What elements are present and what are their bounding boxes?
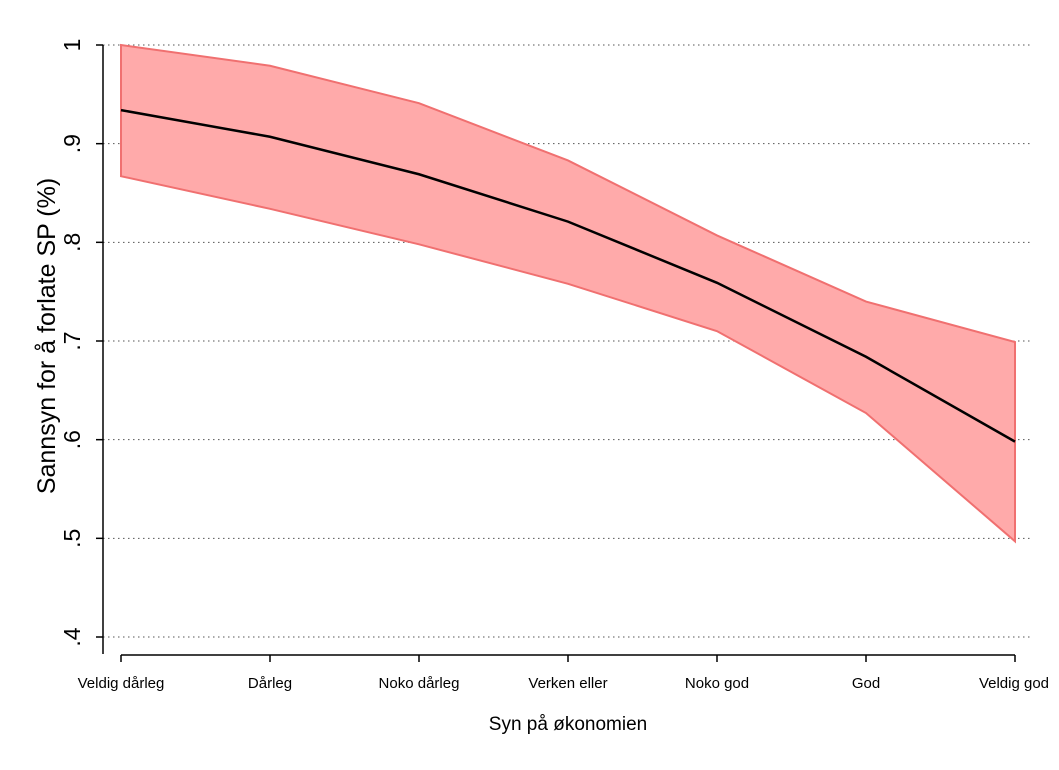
y-tick-label: .6 — [59, 430, 85, 449]
confidence-band — [120, 43, 1016, 544]
y-tick-label: .7 — [59, 331, 85, 350]
y-tick-label: .9 — [59, 134, 85, 153]
y-tick-label: 1 — [59, 39, 85, 52]
x-tick-label: Verken eller — [528, 675, 607, 692]
series-line-estimate — [120, 108, 1016, 443]
y-tick-label: .4 — [59, 627, 85, 646]
x-tick-label: Veldig dårleg — [78, 675, 165, 692]
x-tick-label: Noko dårleg — [379, 675, 460, 692]
y-axis-ticks: .4 .5 .6 .7 .8 .9 1 — [59, 39, 103, 647]
x-tick-label: Noko god — [685, 675, 749, 692]
x-tick-label: Veldig god — [979, 675, 1049, 692]
x-axis-ticks: Veldig dårleg Dårleg Noko dårleg Verken ell… — [78, 655, 1049, 692]
y-tick-label: .5 — [59, 529, 85, 548]
x-tick-label: God — [852, 675, 880, 692]
y-axis-title: Sannsyn for å forlate SP (%) — [33, 178, 61, 494]
y-tick-label: .8 — [59, 233, 85, 252]
x-tick-label: Dårleg — [248, 675, 292, 692]
x-axis-title: Syn på økonomien — [489, 714, 647, 735]
